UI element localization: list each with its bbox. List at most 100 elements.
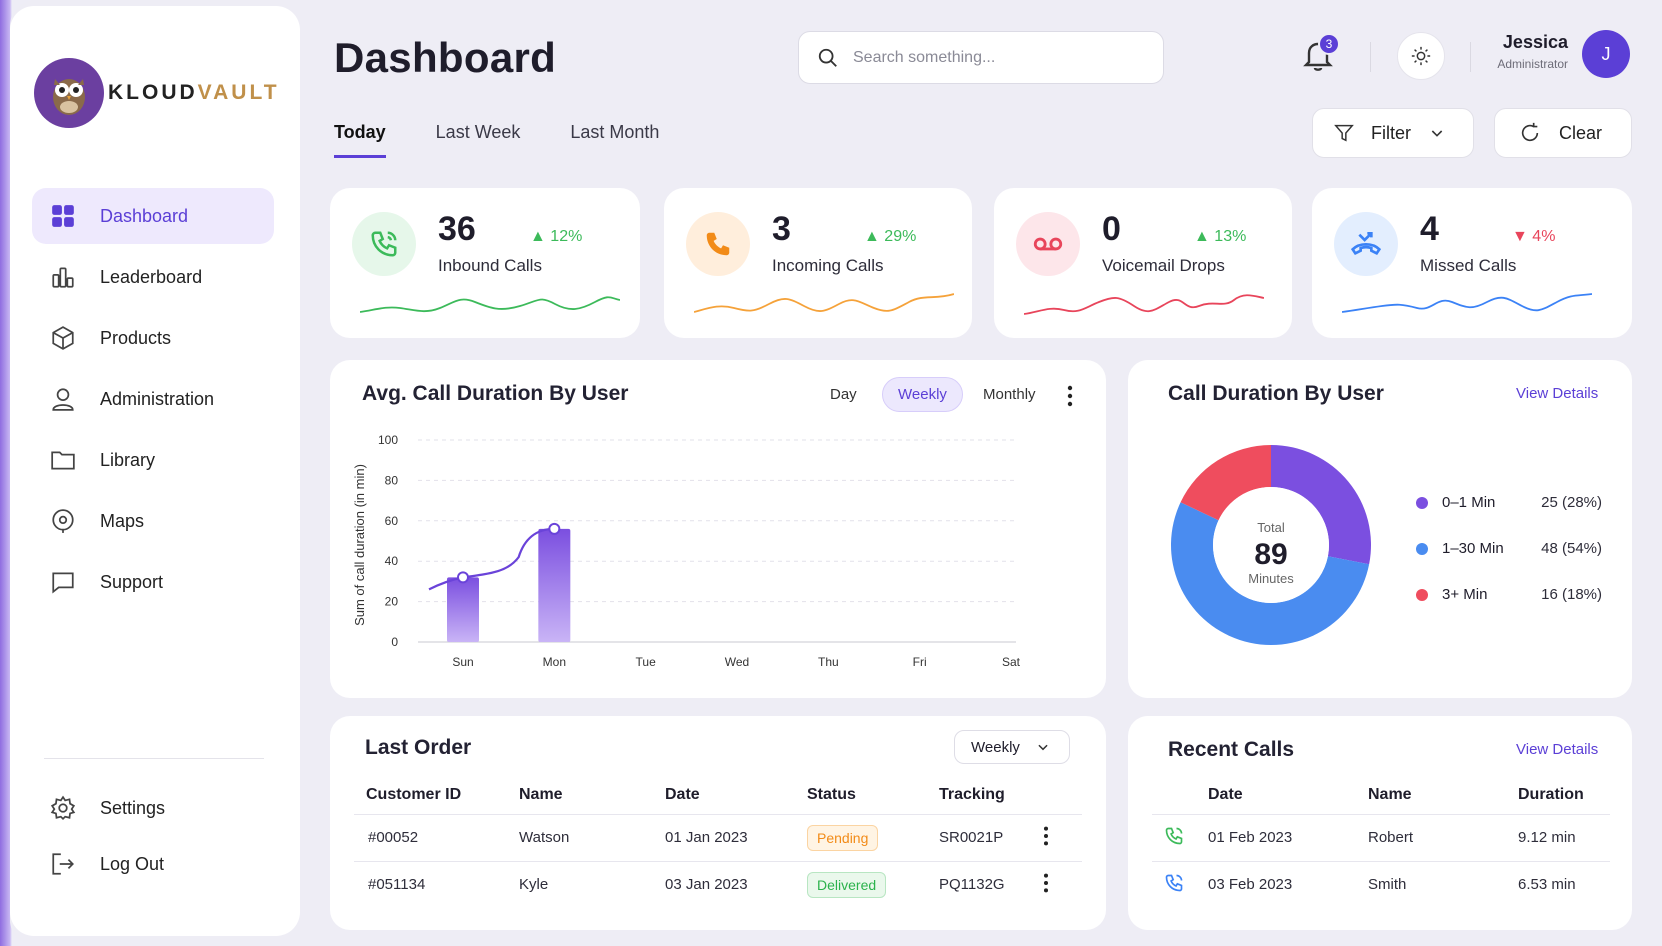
table-row[interactable]: 01 Feb 2023 Robert 9.12 min <box>1152 813 1610 861</box>
voicemail-icon <box>1016 212 1080 276</box>
chart-title: Avg. Call Duration By User <box>362 382 629 405</box>
sidebar-item-label: Library <box>100 449 156 470</box>
header-divider <box>1470 42 1471 72</box>
last-order-title: Last Order <box>365 736 472 759</box>
tab-last-week[interactable]: Last Week <box>435 122 521 142</box>
view-details-link[interactable]: View Details <box>1516 741 1599 758</box>
more-options-icon[interactable] <box>1042 825 1050 847</box>
stat-label: Incoming Calls <box>772 256 884 275</box>
donut-center-unit: Minutes <box>1248 571 1294 586</box>
sidebar-item-support[interactable]: Support <box>32 554 274 610</box>
cell-name: Robert <box>1368 813 1518 861</box>
donut-slice <box>1271 445 1371 565</box>
legend-item: 1–30 Min 48 (54%) <box>1416 540 1602 557</box>
sidebar-item-products[interactable]: Products <box>32 310 274 366</box>
legend-value: 25 (28%) <box>1541 494 1602 511</box>
donut-slice <box>1180 445 1271 521</box>
up-arrow-icon: ▲ <box>864 228 880 245</box>
y-tick-label: 100 <box>378 433 398 447</box>
cell-date: 03 Feb 2023 <box>1208 860 1368 908</box>
user-name: Jessica <box>1502 32 1568 52</box>
donut-center-label: Total <box>1257 520 1285 535</box>
stat-card-missed[interactable]: 4 Missed Calls ▼ 4% <box>1312 188 1632 338</box>
page-title: Dashboard <box>334 34 557 81</box>
table-row[interactable]: 03 Feb 2023 Smith 6.53 min <box>1152 860 1610 908</box>
period-tabs: Today Last Week Last Month <box>334 122 709 158</box>
filter-button[interactable]: Filter <box>1312 108 1474 158</box>
cell-date: 03 Jan 2023 <box>665 860 807 908</box>
view-details-link[interactable]: View Details <box>1516 385 1599 402</box>
column-header: Tracking <box>939 785 1005 803</box>
recent-calls-title: Recent Calls <box>1168 738 1295 761</box>
phone-icon <box>686 212 750 276</box>
sidebar-item-administration[interactable]: Administration <box>32 371 274 427</box>
stat-card-inbound[interactable]: 36 Inbound Calls ▲ 12% <box>330 188 640 338</box>
stat-card-incoming[interactable]: 3 Incoming Calls ▲ 29% <box>664 188 972 338</box>
sidebar-item-label: Leaderboard <box>100 266 203 287</box>
donut-chart: Total 89 Minutes <box>1171 445 1371 645</box>
donut-center-value: 89 <box>1254 538 1287 571</box>
avatar[interactable]: J <box>1582 30 1630 78</box>
brand-logo[interactable]: KLOUDVAULT <box>34 58 280 128</box>
cell-status: Pending <box>807 813 939 861</box>
user-role: Administrator <box>1497 57 1568 71</box>
box-icon <box>52 326 74 350</box>
x-tick-label: Thu <box>818 655 839 669</box>
period-select[interactable]: Weekly <box>954 730 1070 764</box>
y-tick-label: 0 <box>391 635 398 649</box>
period-select-value: Weekly <box>971 738 1020 756</box>
phone-incoming-icon <box>1165 874 1183 892</box>
column-header: Duration <box>1518 785 1584 803</box>
chevron-down-icon <box>1431 130 1443 137</box>
x-tick-label: Tue <box>636 655 657 669</box>
cell-call-type <box>1152 813 1208 861</box>
sidebar-item-dashboard[interactable]: Dashboard <box>32 188 274 244</box>
stat-card-voicemail[interactable]: 0 Voicemail Drops ▲ 13% <box>994 188 1292 338</box>
stat-label: Missed Calls <box>1420 256 1517 275</box>
sidebar-item-label: Dashboard <box>100 205 189 226</box>
stat-change: ▼ 4% <box>1512 228 1556 245</box>
donut-title: Call Duration By User <box>1168 382 1384 405</box>
sidebar-item-label: Log Out <box>100 853 165 874</box>
data-point <box>548 522 561 535</box>
down-arrow-icon: ▼ <box>1512 228 1528 245</box>
sidebar-item-library[interactable]: Library <box>32 432 274 488</box>
stat-change: ▲ 12% <box>530 228 583 245</box>
notification-badge: 3 <box>1318 33 1340 55</box>
sidebar-item-leaderboard[interactable]: Leaderboard <box>32 249 274 305</box>
legend-item: 0–1 Min 25 (28%) <box>1416 494 1602 511</box>
sidebar-item-maps[interactable]: Maps <box>32 493 274 549</box>
segment-monthly[interactable]: Monthly <box>983 386 1036 403</box>
column-header: Name <box>1368 785 1412 803</box>
tab-last-month[interactable]: Last Month <box>570 122 660 142</box>
sparkline <box>694 293 954 313</box>
search-box[interactable] <box>798 31 1164 84</box>
more-options-icon[interactable] <box>1042 872 1050 894</box>
legend-dot <box>1416 496 1428 509</box>
x-tick-label: Fri <box>913 655 927 669</box>
y-axis-label: Sum of call duration (in min) <box>352 464 367 626</box>
search-input[interactable] <box>853 48 1113 67</box>
cell-name: Kyle <box>519 860 665 908</box>
segment-weekly[interactable]: Weekly <box>882 377 963 412</box>
sidebar-item-label: Settings <box>100 797 166 818</box>
segment-day[interactable]: Day <box>830 386 857 403</box>
theme-toggle[interactable] <box>1397 32 1445 80</box>
y-tick-label: 80 <box>385 473 399 487</box>
sidebar-item-logout[interactable]: Log Out <box>32 836 274 892</box>
table-row[interactable]: #00052 Watson 01 Jan 2023 Pending SR0021… <box>354 813 1082 861</box>
more-options-icon[interactable] <box>1066 384 1074 408</box>
x-tick-label: Wed <box>725 655 749 669</box>
sidebar-item-settings[interactable]: Settings <box>32 780 274 836</box>
legend-value: 16 (18%) <box>1541 586 1602 603</box>
stat-value: 0 <box>1102 210 1121 248</box>
tab-today[interactable]: Today <box>334 122 386 158</box>
owl-logo-icon <box>34 58 104 128</box>
sidebar-item-label: Administration <box>100 388 215 409</box>
table-row[interactable]: #051134 Kyle 03 Jan 2023 Delivered PQ113… <box>354 860 1082 908</box>
clear-button[interactable]: Clear <box>1494 108 1632 158</box>
legend-dot <box>1416 542 1428 555</box>
column-header-actions <box>1042 776 1082 814</box>
sidebar-nav: Dashboard Leaderboard Products Administr… <box>32 188 274 615</box>
sidebar-item-label: Maps <box>100 510 145 531</box>
